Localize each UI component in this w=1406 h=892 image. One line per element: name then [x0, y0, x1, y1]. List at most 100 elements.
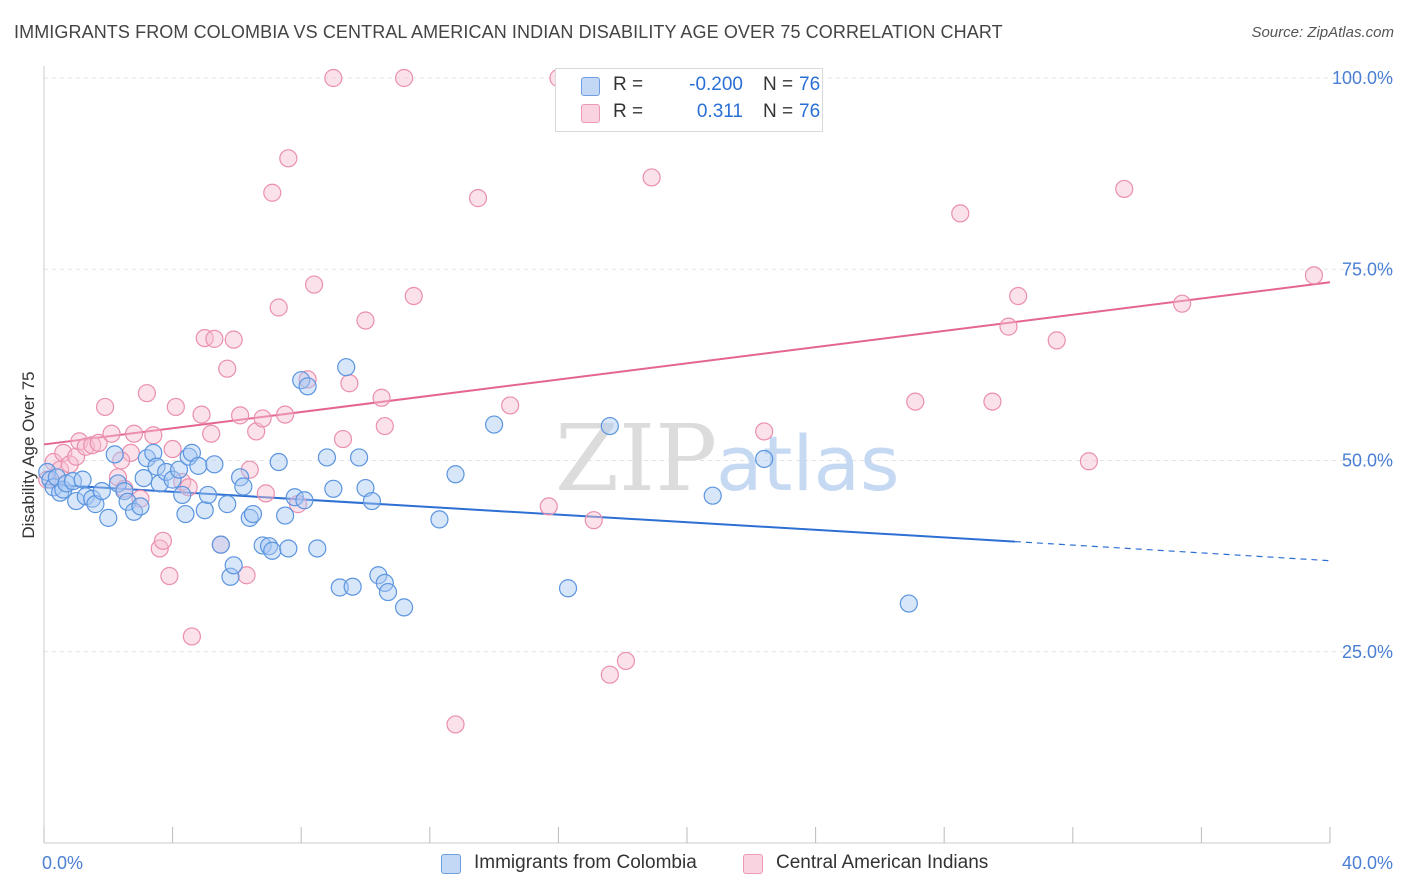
- colombia-point: [337, 358, 356, 377]
- zipatlas-watermark: ZIP atlas: [555, 405, 900, 512]
- central-american-indian-point: [137, 384, 156, 403]
- colombia-point: [218, 495, 237, 514]
- colombia-point: [176, 504, 195, 524]
- central-american-indian-point: [333, 429, 353, 449]
- series-legend: Immigrants from Colombia Central America…: [0, 852, 1406, 878]
- colombia-point: [99, 508, 118, 527]
- colombia-point: [279, 539, 298, 558]
- central-american-indian-point: [906, 392, 925, 411]
- central-american-indian-point: [279, 149, 298, 168]
- central-american-indian-point: [642, 168, 661, 187]
- central-american-indian-point: [240, 460, 259, 479]
- colombia-point: [224, 556, 243, 575]
- central-american-indian-point: [102, 424, 121, 443]
- series-swatch-pink: [743, 854, 763, 874]
- chart-source: Source: ZipAtlas.com: [1251, 24, 1394, 41]
- colombia-point: [198, 485, 218, 505]
- central-american-indian-point: [95, 397, 115, 417]
- tick-labels: 25.0% 50.0% 75.0% 100.0% 0.0% 40.0%: [42, 68, 1393, 873]
- colombia-point: [558, 579, 578, 598]
- colombia-point: [330, 578, 349, 597]
- central-american-indian-point: [218, 359, 237, 378]
- legend-n-label: N =: [763, 101, 794, 122]
- colombia-point: [243, 504, 263, 524]
- central-american-indian-point: [372, 388, 391, 407]
- data-points: [38, 68, 1324, 734]
- watermark-zip: ZIP: [555, 405, 717, 512]
- colombia-point: [211, 535, 230, 554]
- central-american-indian-point: [205, 329, 224, 348]
- central-american-indian-point: [616, 651, 636, 671]
- colombia-point: [446, 465, 465, 484]
- central-american-indian-point: [121, 443, 140, 462]
- colombia-point: [298, 377, 317, 396]
- correlation-legend: R = -0.200 N = 76 R = 0.311 N = 76: [555, 68, 823, 132]
- colombia-point: [50, 483, 70, 502]
- legend-r-value: -0.200: [689, 74, 743, 95]
- central-american-indian-point: [276, 405, 295, 424]
- colombia-point: [83, 489, 102, 508]
- series-legend-label: Central American Indians: [776, 852, 989, 873]
- colombia-point: [131, 497, 150, 516]
- central-american-indian-point: [600, 665, 619, 684]
- central-american-indian-point: [446, 715, 465, 734]
- trend-lines: [43, 281, 1331, 562]
- colombia-point: [234, 477, 253, 496]
- colombia-point: [189, 456, 208, 475]
- colombia-point: [362, 491, 382, 511]
- legend-n-value: 76: [799, 74, 821, 95]
- central-american-indian-point: [256, 484, 275, 503]
- legend-r-label: R =: [613, 74, 644, 95]
- axes: [43, 66, 1331, 844]
- central-american-indian-point: [263, 183, 282, 202]
- colombia-point: [343, 577, 362, 596]
- central-american-indian-point: [468, 189, 488, 208]
- legend-swatch-blue: [581, 77, 600, 96]
- colombia-point: [295, 491, 314, 510]
- central-american-indian-point: [269, 298, 288, 317]
- central-american-indian-point: [1115, 179, 1134, 199]
- watermark-atlas: atlas: [716, 419, 900, 508]
- colombia-point: [163, 470, 182, 489]
- central-american-indian-point: [89, 433, 108, 453]
- colombia-point: [253, 536, 272, 555]
- colombia-point: [173, 485, 192, 505]
- colombia-point: [144, 443, 163, 462]
- colombia-point: [899, 594, 918, 613]
- central-american-indian-point: [1009, 286, 1028, 306]
- colombia-point: [394, 598, 414, 617]
- chart-title: IMMIGRANTS FROM COLOMBIA VS CENTRAL AMER…: [14, 22, 1003, 42]
- colombia-point: [105, 445, 124, 464]
- legend-r-label: R =: [613, 101, 644, 122]
- colombia-point: [73, 470, 92, 489]
- central-american-indian-point: [951, 204, 970, 223]
- central-american-indian-point: [1079, 452, 1098, 471]
- legend-n-value: 76: [799, 101, 821, 122]
- series-swatch-blue: [441, 854, 461, 874]
- legend-n-label: N =: [763, 74, 794, 95]
- colombia-point: [134, 468, 153, 488]
- central-american-indian-point: [202, 424, 221, 443]
- colombia-point: [430, 510, 449, 529]
- central-american-indian-point: [356, 311, 375, 330]
- central-american-indian-point: [1304, 266, 1324, 285]
- colombia-point: [485, 415, 504, 434]
- x-tick-label: 40.0%: [1342, 853, 1393, 873]
- central-american-indian-point: [67, 447, 86, 466]
- central-american-indian-point: [999, 317, 1018, 336]
- y-tick-label: 100.0%: [1332, 68, 1393, 88]
- central-american-indian-point: [340, 374, 359, 393]
- central-american-indian-point: [375, 416, 394, 436]
- colombia-point: [269, 452, 288, 472]
- colombia-point: [195, 501, 214, 520]
- central-american-indian-point: [160, 566, 179, 586]
- central-american-indian-point: [394, 68, 414, 88]
- central-american-indian-point: [153, 531, 173, 550]
- colombia-point: [221, 567, 240, 586]
- central-american-indian-point: [253, 409, 272, 428]
- central-american-indian-trend-line: [43, 281, 1331, 446]
- y-axis-title: Disability Age Over 75: [19, 371, 38, 538]
- central-american-indian-point: [182, 627, 201, 646]
- x-tick-label: 0.0%: [42, 853, 83, 873]
